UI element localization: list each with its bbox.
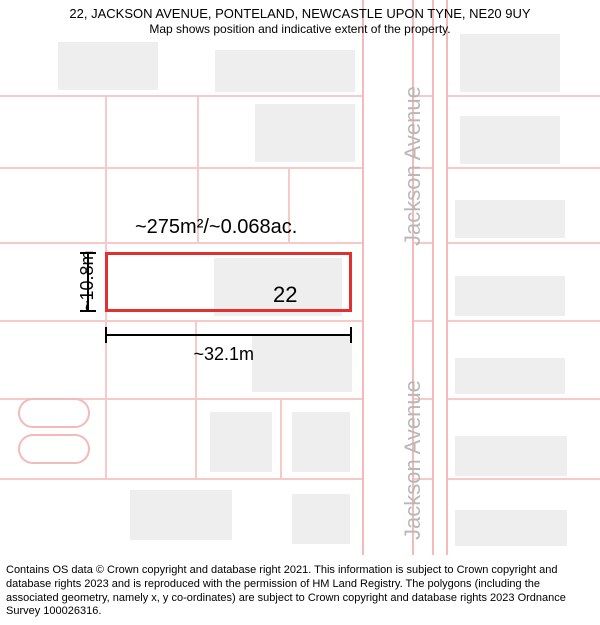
plot-seg [0, 478, 105, 480]
street-label-top: Jackson Avenue [400, 86, 426, 246]
building-footprint [455, 436, 567, 476]
header-address: 22, JACKSON AVENUE, PONTELAND, NEWCASTLE… [10, 6, 590, 21]
width-dim-cap-left [105, 327, 107, 343]
plot-boundary-horizontal [0, 95, 600, 97]
property-highlight [105, 252, 352, 312]
header: 22, JACKSON AVENUE, PONTELAND, NEWCASTLE… [0, 0, 600, 38]
building-footprint [292, 412, 350, 472]
side-road [432, 0, 448, 555]
property-area-label: ~275m²/~0.068ac. [135, 216, 297, 239]
height-dim-label: ~10.8m [77, 250, 98, 311]
building-footprint [455, 358, 565, 394]
building-footprint [455, 510, 567, 546]
building-footprint [455, 200, 565, 238]
building-footprint [215, 50, 355, 92]
plot-seg [0, 320, 105, 322]
building-footprint [460, 116, 560, 164]
rounded-plot [18, 398, 90, 428]
width-dim-cap-right [350, 327, 352, 343]
plot-boundary-horizontal [0, 398, 600, 400]
building-footprint [255, 104, 355, 162]
footer-copyright: Contains OS data © Crown copyright and d… [0, 560, 600, 625]
building-footprint [252, 334, 352, 392]
rounded-plot [18, 434, 90, 464]
map-canvas: Jackson Avenue Jackson Avenue 22 ~275m²/~0.… [0, 0, 600, 555]
building-footprint [58, 42, 158, 90]
plot-boundary-horizontal [0, 167, 600, 169]
plot-boundary-vertical [280, 398, 282, 478]
header-subtitle: Map shows position and indicative extent… [10, 22, 590, 36]
width-dim-label: ~32.1m [194, 344, 255, 365]
building-footprint [460, 34, 560, 92]
building-footprint [292, 494, 350, 544]
width-dim-bar [105, 334, 352, 336]
building-footprint [130, 490, 232, 540]
building-footprint [210, 412, 272, 472]
house-number: 22 [273, 282, 297, 308]
plot-boundary-horizontal [0, 242, 600, 244]
street-label-bottom: Jackson Avenue [400, 380, 426, 540]
building-footprint [455, 276, 565, 316]
